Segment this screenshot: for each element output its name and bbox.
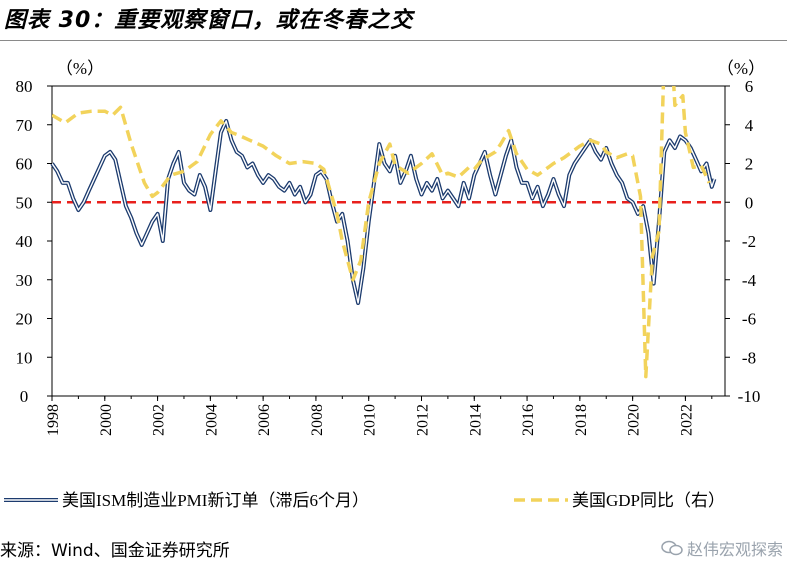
left-tick-label: 30 [16, 271, 33, 290]
plot-frame [51, 85, 726, 397]
right-tick-label: 0 [745, 193, 754, 212]
x-tick-label: 1998 [45, 404, 62, 436]
x-tick-label: 2018 [573, 404, 590, 436]
right-axis-unit: （%） [717, 59, 765, 78]
plot-border [51, 85, 726, 397]
right-tick-label: 4 [745, 116, 754, 135]
x-tick-label: 2002 [151, 404, 168, 436]
title-divider [0, 40, 787, 41]
legend-label-ism: 美国ISM制造业PMI新订单（滞后6个月） [62, 491, 369, 510]
left-tick-label: 0 [20, 387, 29, 406]
right-tick-label: 2 [745, 155, 754, 174]
left-tick-label: 50 [16, 193, 33, 212]
x-tick-label: 2016 [520, 404, 537, 436]
left-axis-unit: （%） [56, 59, 104, 78]
x-tick-label: 2020 [626, 404, 643, 436]
right-tick-label: -10 [738, 387, 761, 406]
legend-label-gdp: 美国GDP同比（右） [572, 491, 725, 510]
x-tick-label: 2008 [309, 404, 326, 436]
series-gdp-yoy [52, 86, 711, 379]
right-tick-label: -6 [742, 310, 756, 329]
x-tick-label: 2004 [203, 404, 220, 436]
x-tick-label: 2006 [256, 404, 273, 436]
legend-item-gdp: 美国GDP同比（右） [514, 491, 725, 510]
series-line-inner [51, 120, 716, 304]
right-tick-label: -2 [742, 232, 756, 251]
x-tick-label: 2000 [98, 404, 115, 436]
source-note: 来源：Wind、国金证券研究所 [0, 541, 230, 561]
legend: 美国ISM制造业PMI新订单（滞后6个月） 美国GDP同比（右） [4, 491, 725, 510]
series-line-outer [50, 118, 717, 305]
series-layer [50, 86, 717, 379]
watermark: 赵伟宏观探索 [661, 536, 783, 560]
x-tick-label: 2012 [414, 404, 431, 436]
series-ism-pmi-new-orders [50, 118, 717, 305]
right-tick-label: -4 [742, 271, 757, 290]
left-tick-label: 70 [16, 116, 33, 135]
left-tick-label: 60 [16, 155, 33, 174]
x-tick-label: 2010 [362, 404, 379, 436]
right-tick-label: -8 [742, 348, 756, 367]
legend-item-ism: 美国ISM制造业PMI新订单（滞后6个月） [4, 491, 369, 510]
left-tick-label: 10 [16, 348, 33, 367]
x-tick-label: 2022 [678, 404, 695, 436]
chart-title: 图表 30：重要观察窗口，或在冬春之交 [4, 8, 414, 33]
x-tick-label: 2014 [467, 404, 484, 436]
left-tick-label: 80 [16, 77, 33, 96]
watermark-text: 赵伟宏观探索 [686, 540, 783, 559]
right-tick-label: 6 [745, 77, 754, 96]
series-line-dashed [52, 86, 711, 379]
left-tick-label: 20 [16, 310, 33, 329]
left-tick-label: 40 [16, 232, 33, 251]
wechat-icon [661, 540, 683, 556]
